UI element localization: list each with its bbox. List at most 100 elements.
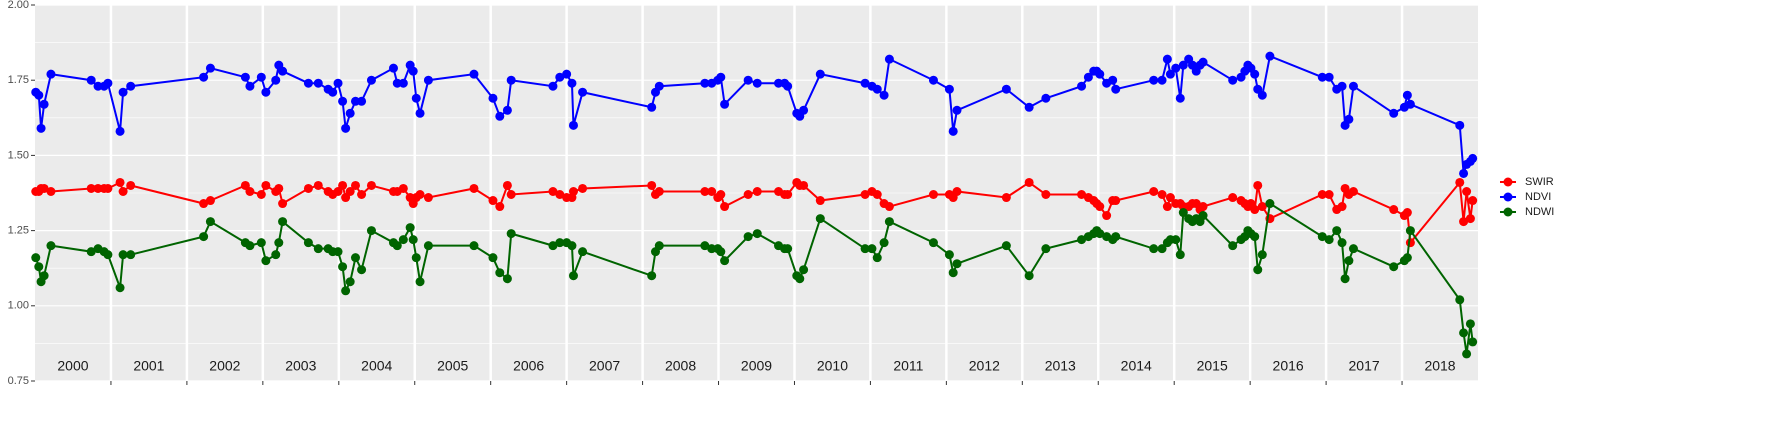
legend-key-point — [1503, 177, 1513, 187]
year-label: 2012 — [969, 358, 1000, 374]
point — [1402, 208, 1412, 218]
point — [1165, 193, 1175, 203]
point — [555, 190, 565, 200]
point — [720, 99, 730, 109]
point — [126, 250, 136, 260]
point — [408, 235, 418, 245]
point — [716, 72, 726, 82]
point — [799, 180, 809, 190]
point — [872, 190, 882, 200]
y-tick-label: 1.50 — [8, 149, 29, 161]
point — [1257, 202, 1267, 212]
point — [1250, 232, 1260, 242]
point — [118, 250, 128, 260]
point — [46, 241, 56, 251]
point — [647, 271, 657, 281]
legend-label: NDVI — [1525, 191, 1551, 203]
point — [199, 72, 209, 82]
point — [126, 180, 136, 190]
point — [928, 75, 938, 85]
point — [126, 81, 136, 91]
point — [350, 253, 360, 263]
point — [261, 256, 271, 266]
point — [1459, 168, 1469, 178]
point — [928, 190, 938, 200]
point — [366, 75, 376, 85]
point — [555, 72, 565, 82]
point — [1465, 319, 1475, 329]
point — [86, 183, 96, 193]
year-label: 2017 — [1349, 358, 1380, 374]
point — [506, 75, 516, 85]
point — [944, 250, 954, 260]
point — [743, 75, 753, 85]
point — [1465, 214, 1475, 224]
legend-key-point — [1503, 207, 1513, 217]
point — [1024, 102, 1034, 112]
point — [548, 81, 558, 91]
point — [357, 96, 367, 106]
point — [345, 277, 355, 287]
point — [1344, 256, 1354, 266]
point — [506, 190, 516, 200]
point — [1459, 217, 1469, 227]
year-label: 2002 — [209, 358, 240, 374]
year-label: 2018 — [1424, 358, 1455, 374]
point — [1324, 235, 1334, 245]
y-tick-label: 1.00 — [8, 300, 29, 312]
point — [700, 241, 710, 251]
point — [860, 78, 870, 88]
point — [568, 186, 578, 196]
point — [1468, 337, 1478, 347]
point — [752, 229, 762, 239]
point — [1340, 274, 1350, 284]
point — [562, 69, 572, 79]
point — [398, 78, 408, 88]
point — [1041, 93, 1051, 103]
point — [338, 262, 348, 272]
point — [1102, 211, 1112, 221]
point — [1178, 208, 1188, 218]
point — [884, 217, 894, 227]
point — [783, 244, 793, 254]
point — [1257, 250, 1267, 260]
point — [795, 274, 805, 284]
year-label: 2007 — [589, 358, 620, 374]
point — [278, 66, 288, 76]
point — [469, 69, 479, 79]
point — [271, 250, 281, 260]
point — [1265, 51, 1275, 61]
point — [654, 186, 664, 196]
point — [86, 247, 96, 257]
point — [948, 268, 958, 278]
point — [1344, 114, 1354, 124]
point — [1157, 244, 1167, 254]
point — [46, 69, 56, 79]
point — [1108, 75, 1118, 85]
point — [1001, 241, 1011, 251]
point — [1455, 120, 1465, 130]
point — [488, 253, 498, 263]
point — [1405, 226, 1415, 236]
point — [720, 256, 730, 266]
point — [357, 190, 367, 200]
point — [423, 193, 433, 203]
point — [1228, 193, 1238, 203]
point — [952, 259, 962, 269]
point — [647, 180, 657, 190]
point — [1389, 108, 1399, 118]
point — [1348, 244, 1358, 254]
year-label: 2013 — [1045, 358, 1076, 374]
point — [502, 105, 512, 115]
point — [495, 111, 505, 121]
year-label: 2003 — [285, 358, 316, 374]
point — [199, 199, 209, 209]
point — [1001, 84, 1011, 94]
point — [205, 63, 215, 73]
point — [423, 241, 433, 251]
point — [568, 120, 578, 130]
point — [1402, 90, 1412, 100]
point — [860, 190, 870, 200]
point — [506, 229, 516, 239]
point — [245, 81, 255, 91]
